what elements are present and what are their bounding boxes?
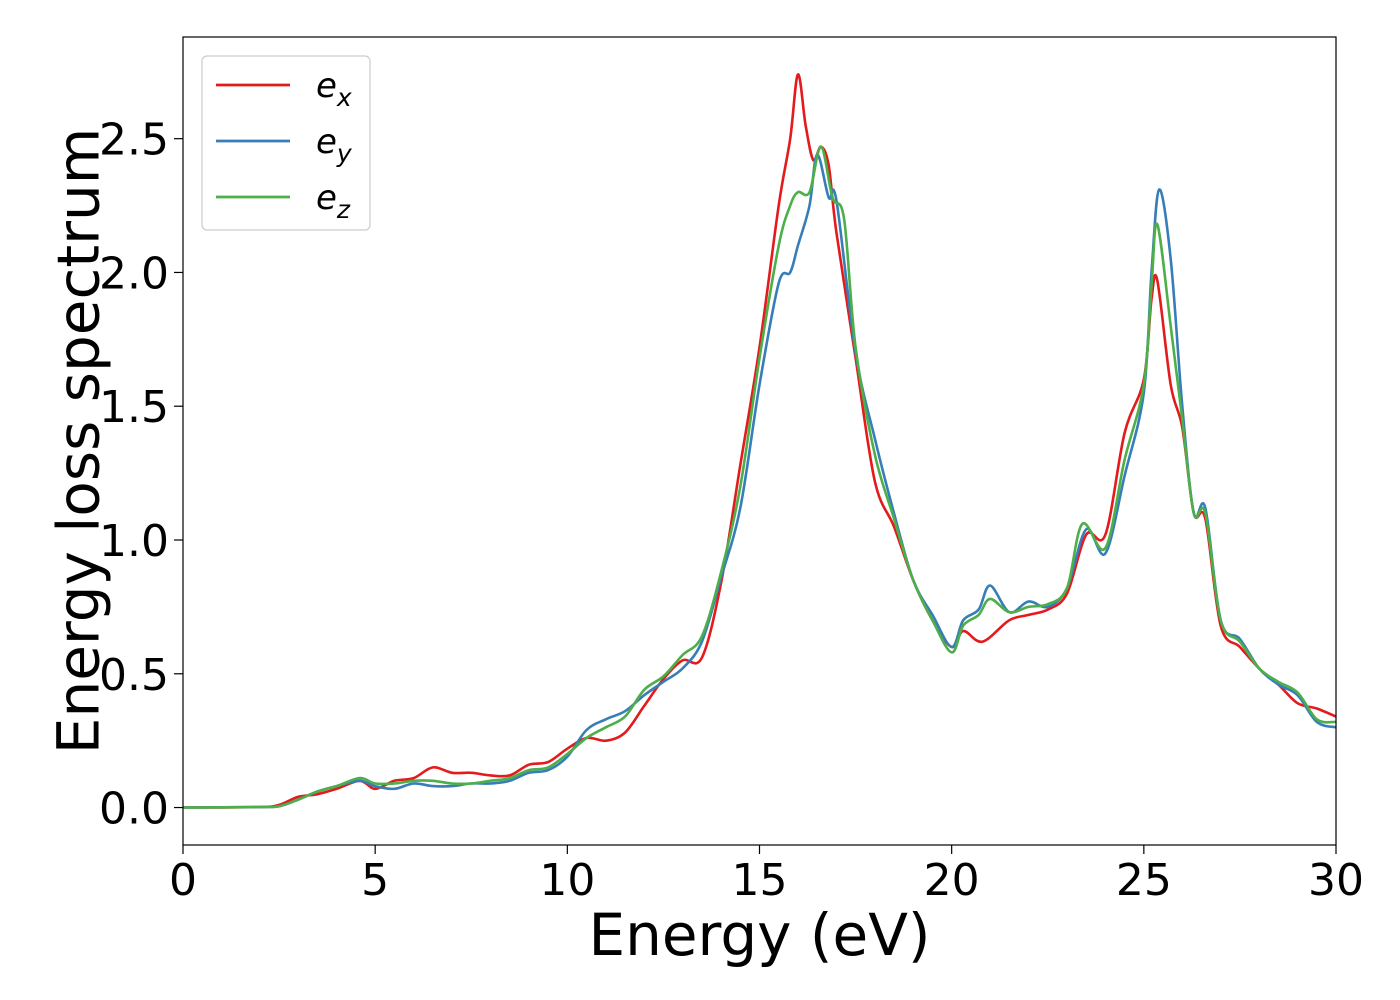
y-tick-label: 0.5 <box>99 650 169 701</box>
x-tick-label: 0 <box>169 855 197 906</box>
x-tick-label: 10 <box>539 855 595 906</box>
y-tick-label: 1.0 <box>99 516 169 567</box>
legend: ex ey ez <box>201 55 371 231</box>
y-axis-label: Energy loss spectrum <box>44 128 112 754</box>
legend-label-ex: ex <box>316 66 352 112</box>
ticks-layer: 0 5 10 15 20 25 30 0.0 0.5 1.0 1.5 2.0 2.5 <box>99 115 1364 906</box>
x-axis-label: Energy (eV) <box>588 901 930 969</box>
legend-label-ez: ez <box>316 178 351 224</box>
legend-box <box>201 55 371 231</box>
y-tick-label: 2.0 <box>99 248 169 299</box>
x-tick-label: 15 <box>732 855 788 906</box>
series-line-ez <box>182 145 1337 809</box>
y-tick-label: 0.0 <box>99 784 169 835</box>
x-tick-label: 30 <box>1308 855 1364 906</box>
legend-label-ey: ey <box>316 122 353 168</box>
y-tick-label: 2.5 <box>99 115 169 166</box>
y-tick-label: 1.5 <box>99 382 169 433</box>
x-tick-label: 5 <box>361 855 389 906</box>
x-tick-label: 20 <box>924 855 980 906</box>
series-line-ey <box>182 153 1337 809</box>
series-layer <box>182 73 1337 809</box>
x-tick-label: 25 <box>1116 855 1172 906</box>
